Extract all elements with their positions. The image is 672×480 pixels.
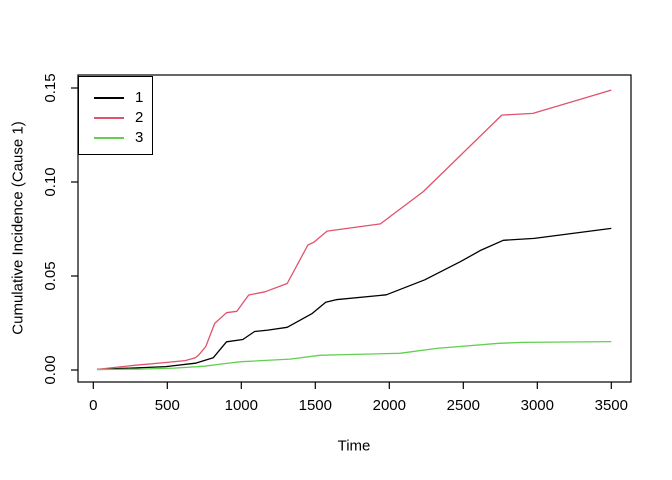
y-axis-title: Cumulative Incidence (Cause 1): [9, 121, 27, 335]
svg-text:500: 500: [155, 397, 180, 414]
svg-text:0: 0: [89, 397, 97, 414]
legend-entry-1: 1: [79, 88, 152, 108]
legend-entry-2: 2: [79, 108, 152, 128]
svg-text:0.00: 0.00: [42, 355, 59, 384]
legend-label: 2: [135, 109, 144, 126]
svg-text:2000: 2000: [373, 397, 406, 414]
legend-entry-3: 3: [79, 128, 152, 148]
svg-text:3500: 3500: [595, 397, 628, 414]
legend-line-swatch-black: [94, 97, 124, 99]
legend-line-swatch-green: [94, 137, 124, 139]
y-axis: 0.00 0.05 0.10 0.15: [42, 73, 78, 385]
legend-line-swatch-red: [94, 117, 124, 119]
series-lines: [96, 89, 612, 371]
legend-box: 1 2 3: [78, 76, 153, 155]
plot-border: [77, 74, 632, 383]
svg-text:2500: 2500: [447, 397, 480, 414]
svg-text:0.05: 0.05: [42, 261, 59, 290]
svg-text:3000: 3000: [521, 397, 554, 414]
legend-label: 3: [135, 129, 144, 146]
svg-text:1000: 1000: [225, 397, 258, 414]
x-axis: 0 500 1000 1500 2000 2500 3000 3500: [89, 382, 628, 414]
x-axis-title: Time: [337, 437, 371, 455]
svg-text:1500: 1500: [299, 397, 332, 414]
svg-text:0.15: 0.15: [42, 73, 59, 102]
legend-label: 1: [135, 89, 144, 106]
svg-text:0.10: 0.10: [42, 167, 59, 196]
